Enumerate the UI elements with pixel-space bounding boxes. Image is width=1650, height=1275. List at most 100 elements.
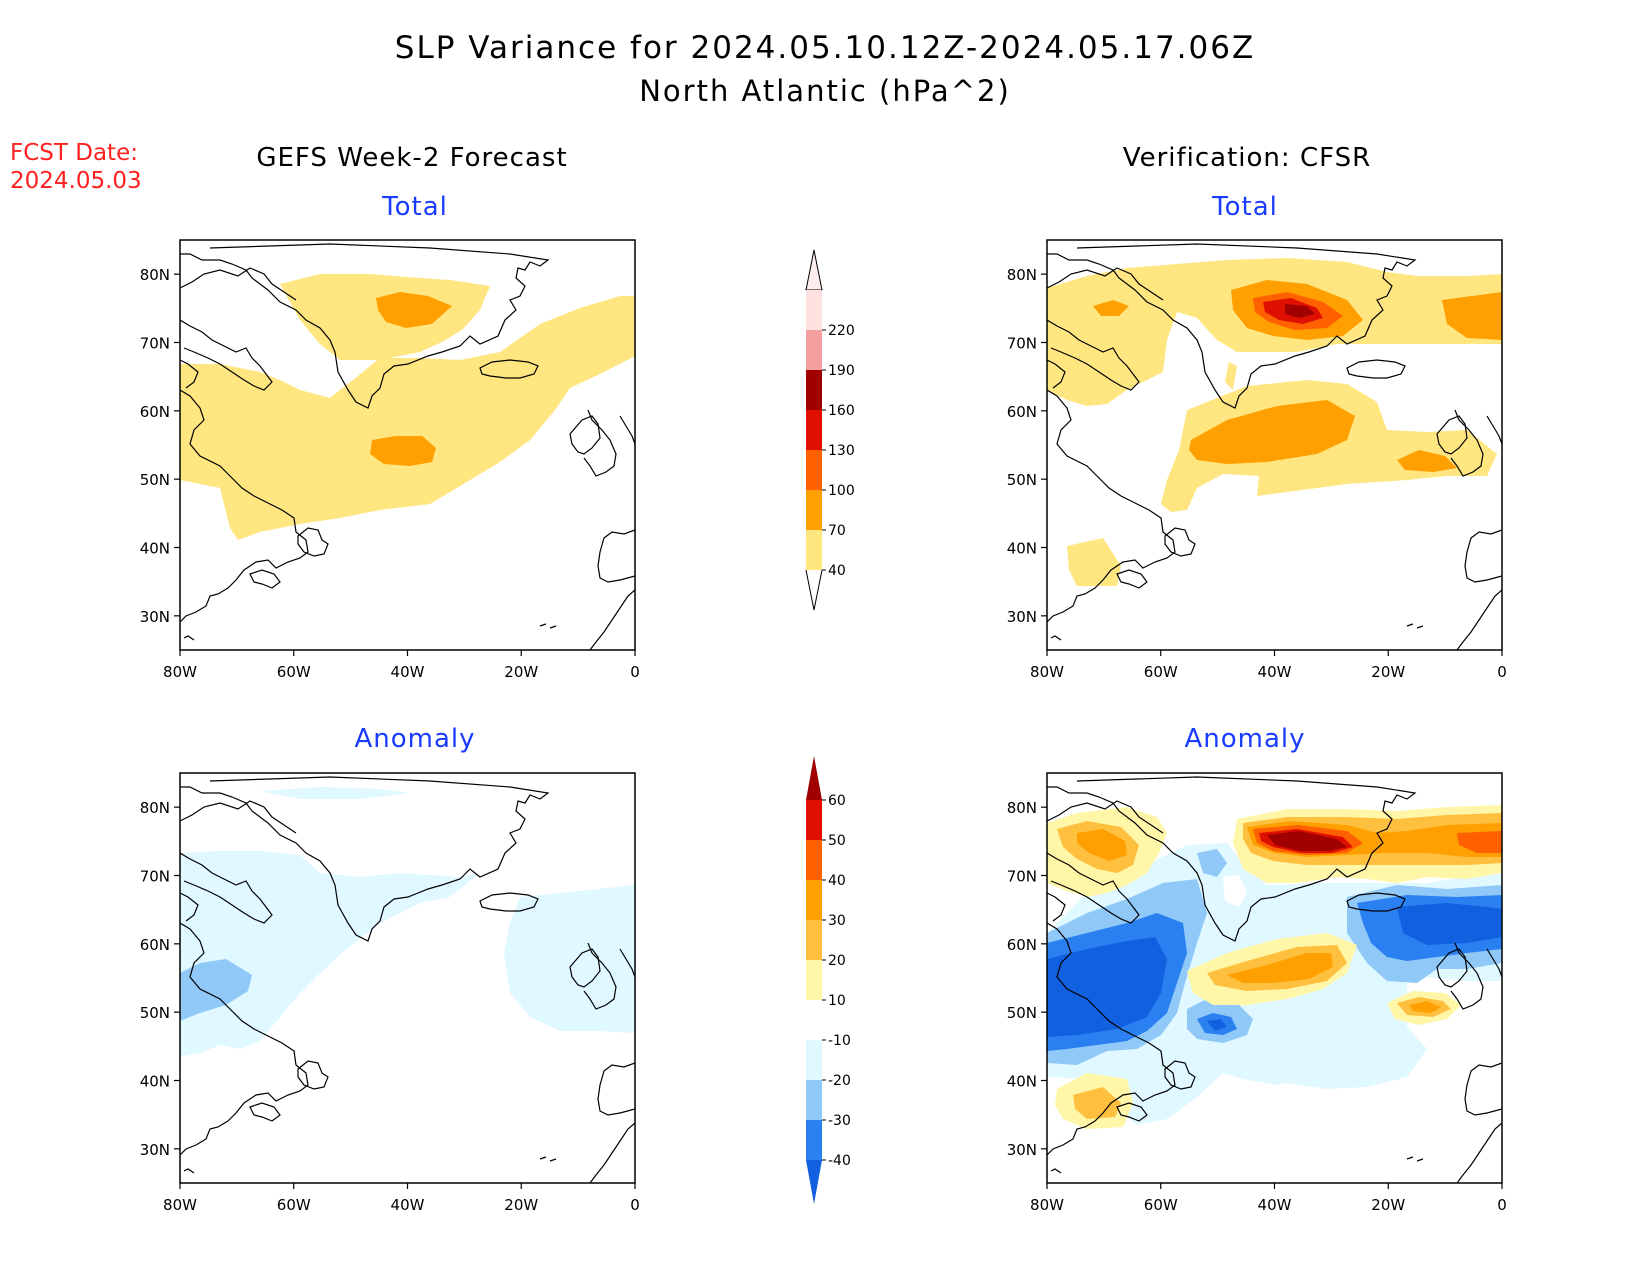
colorbar-total-label: 40 xyxy=(828,563,846,579)
forecast-total-lon-label: 40W xyxy=(391,663,425,681)
verification-anomaly-dark-blue-east xyxy=(1397,903,1502,945)
verification-anomaly-lat-label: 40N xyxy=(1007,1073,1037,1091)
colorbar-anomaly-label: -40 xyxy=(828,1153,851,1169)
colorbar-total-label: 100 xyxy=(828,483,855,499)
verification-total-lat-label: 60N xyxy=(1007,403,1037,421)
forecast-total-orange-south xyxy=(370,436,436,466)
forecast-anomaly-title: Anomaly xyxy=(354,724,476,754)
forecast-total-lat-label: 70N xyxy=(140,335,170,353)
colorbar-total-lower-extension xyxy=(805,569,823,611)
colorbar-anomaly-swatch xyxy=(806,1040,822,1080)
colorbar-total-swatch xyxy=(806,370,822,410)
verification-total-lon-label: 80W xyxy=(1030,663,1064,681)
verification-anomaly-dark-blue-center xyxy=(1207,1019,1227,1031)
colorbar-anomaly-swatch xyxy=(806,1000,822,1040)
forecast-anomaly-pale-blue-north xyxy=(260,787,410,799)
colorbar-anomaly-swatch xyxy=(806,1120,822,1160)
colorbar-anomaly: -40 -30 -20 -10 10 20 30 40 50 60 xyxy=(806,756,851,1204)
colorbar-anomaly-swatch xyxy=(806,800,822,840)
colorbar-total-swatch xyxy=(806,530,822,570)
forecast-total-lat-label: 80N xyxy=(140,266,170,284)
colorbar-anomaly-swatch xyxy=(806,960,822,1000)
forecast-anomaly-lat-label: 40N xyxy=(140,1073,170,1091)
colorbar-anomaly-swatch xyxy=(806,920,822,960)
colorbar-anomaly-lower-extension xyxy=(806,1160,822,1204)
colorbar-anomaly-swatch xyxy=(806,1080,822,1120)
colorbar-total-label: 70 xyxy=(828,523,846,539)
colorbar-total: 40 70 100 130 160 190 220 xyxy=(805,249,855,611)
colorbar-anomaly-label: -30 xyxy=(828,1113,851,1129)
verification-total-lon-label: 40W xyxy=(1258,663,1292,681)
verification-total-orange-east xyxy=(1442,292,1502,340)
colorbar-anomaly-label: -20 xyxy=(828,1073,851,1089)
verification-anomaly-orange-northwest xyxy=(1077,829,1127,861)
verification-total-orange-west xyxy=(1093,300,1129,316)
forecast-anomaly-pale-blue-east xyxy=(504,885,635,1033)
forecast-anomaly-lon-label: 20W xyxy=(504,1196,538,1214)
verification-anomaly-lat-label: 80N xyxy=(1007,799,1037,817)
colorbar-anomaly-label: 10 xyxy=(828,993,846,1009)
forecast-anomaly-lon-label: 80W xyxy=(163,1196,197,1214)
colorbar-total-swatch xyxy=(806,490,822,530)
colorbar-total-swatch xyxy=(806,450,822,490)
colorbar-anomaly-upper-extension xyxy=(806,756,822,800)
colorbar-total-upper-extension xyxy=(805,249,823,291)
verification-anomaly-light-orange-southwest xyxy=(1073,1087,1121,1119)
forecast-total-lon-label: 20W xyxy=(504,663,538,681)
forecast-anomaly-map xyxy=(179,772,636,1184)
verification-anomaly-orange-center xyxy=(1227,953,1333,983)
verification-total-lon-label: 20W xyxy=(1371,663,1405,681)
forecast-total-lon-label: 60W xyxy=(277,663,311,681)
colorbar-total-label: 190 xyxy=(828,363,855,379)
forecast-total-title: Total xyxy=(382,192,448,222)
left-column-title: GEFS Week-2 Forecast xyxy=(256,143,568,173)
forecast-total-lat-label: 50N xyxy=(140,471,170,489)
verification-total-orange-east-small xyxy=(1397,450,1457,472)
verification-total-dark-red xyxy=(1285,304,1315,318)
verification-anomaly-lon-label: 80W xyxy=(1030,1196,1064,1214)
forecast-total-lat-label: 30N xyxy=(140,608,170,626)
colorbar-anomaly-label: 30 xyxy=(828,913,846,929)
forecast-anomaly-lat-label: 80N xyxy=(140,799,170,817)
fcst-date-label: FCST Date: xyxy=(10,140,138,166)
colorbar-anomaly-label: 20 xyxy=(828,953,846,969)
verification-anomaly-map xyxy=(1046,772,1503,1184)
verification-total-orange-center xyxy=(1189,400,1355,464)
colorbar-total-label: 220 xyxy=(828,323,855,339)
forecast-anomaly-lat-label: 30N xyxy=(140,1141,170,1159)
forecast-total-map xyxy=(179,239,636,651)
colorbar-total-label: 160 xyxy=(828,403,855,419)
colorbar-anomaly-swatch xyxy=(806,840,822,880)
colorbar-total-swatch xyxy=(806,330,822,370)
verification-anomaly-lat-label: 50N xyxy=(1007,1004,1037,1022)
colorbar-anomaly-swatch xyxy=(806,880,822,920)
forecast-total-lat-label: 40N xyxy=(140,540,170,558)
colorbar-total-label: 130 xyxy=(828,443,855,459)
forecast-anomaly-lon-label: 0 xyxy=(630,1196,640,1214)
verification-total-lat-label: 80N xyxy=(1007,266,1037,284)
verification-total-map xyxy=(1046,239,1503,651)
fcst-date-value: 2024.05.03 xyxy=(10,168,142,194)
main-title: SLP Variance for 2024.05.10.12Z-2024.05.… xyxy=(394,30,1256,66)
verification-anomaly-lon-label: 20W xyxy=(1371,1196,1405,1214)
forecast-anomaly-lat-label: 60N xyxy=(140,936,170,954)
forecast-total-yellow-region xyxy=(180,296,635,540)
verification-anomaly-lat-label: 30N xyxy=(1007,1141,1037,1159)
map-axes-layer: 80W 60W 40W 20W 0 80N 70N 60N 50N 40N 30N 80W 60W 40W… xyxy=(140,266,1507,1214)
verification-total-lat-label: 50N xyxy=(1007,471,1037,489)
verification-anomaly-orange-east xyxy=(1409,1001,1441,1013)
colorbar-total-swatch xyxy=(806,290,822,330)
forecast-anomaly-lat-label: 50N xyxy=(140,1004,170,1022)
verification-anomaly-title: Anomaly xyxy=(1184,724,1306,754)
verification-anomaly-lat-label: 70N xyxy=(1007,868,1037,886)
verification-anomaly-lat-label: 60N xyxy=(1007,936,1037,954)
colorbar-anomaly-label: 60 xyxy=(828,793,846,809)
colorbar-anomaly-label: -10 xyxy=(828,1033,851,1049)
forecast-total-lon-label: 80W xyxy=(163,663,197,681)
forecast-total-orange-north xyxy=(376,292,452,328)
verification-anomaly-white-isle xyxy=(1223,875,1247,907)
colorbar-anomaly-label: 40 xyxy=(828,873,846,889)
verification-anomaly-lon-label: 60W xyxy=(1144,1196,1178,1214)
forecast-anomaly-lat-label: 70N xyxy=(140,868,170,886)
